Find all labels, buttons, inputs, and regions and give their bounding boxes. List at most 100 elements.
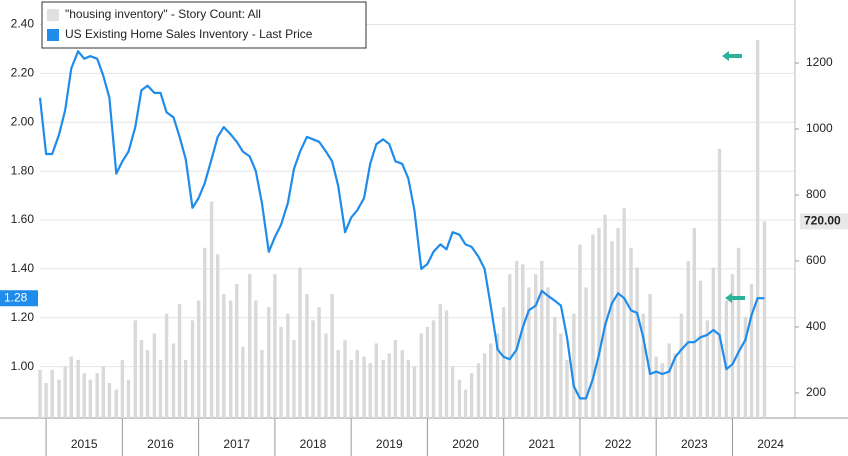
bar [317,307,321,418]
y2-tick-label: 600 [806,253,826,267]
bar [527,287,531,418]
x-tick-label: 2023 [681,437,708,451]
bar [158,359,163,418]
bar [381,359,385,418]
bar [679,313,684,418]
legend-label: US Existing Home Sales Inventory - Last … [65,27,313,41]
bar [183,359,188,418]
bar [762,221,767,418]
bar [235,284,239,418]
y2-tick-label: 200 [806,385,826,399]
legend: "housing inventory" - Story Count: All US… [41,1,367,49]
bar [190,320,195,418]
bar [546,287,550,418]
bar [501,307,506,418]
bar [730,274,735,418]
y-tick-label: 1.20 [11,310,35,324]
legend-swatch [47,9,59,21]
bar [717,148,722,419]
bar [565,359,569,418]
bar [298,267,302,418]
y-tick-label: 1.80 [11,163,35,177]
bar [540,260,544,418]
bar [171,343,176,418]
y-tick-label: 1.00 [11,359,35,373]
bar [311,320,315,418]
bar [603,214,607,418]
bar [635,267,639,418]
bar [514,260,519,418]
legend-label: "housing inventory" - Story Count: All [65,7,261,21]
bar [324,333,328,418]
x-tick-label: 2015 [71,437,98,451]
arrow-icon [725,293,745,303]
bar [463,389,468,418]
x-tick-label: 2021 [528,437,555,451]
bar [584,287,588,418]
bar [355,350,359,418]
bar [254,300,258,418]
y-tick-label: 2.40 [11,17,35,31]
bar [749,284,754,418]
bar [559,333,563,418]
x-tick-label: 2018 [300,437,327,451]
bar [425,326,430,418]
bar [591,234,595,418]
bar [279,326,283,418]
bar [387,353,391,418]
bar [215,254,220,418]
last-value-label: 1.28 [4,290,28,304]
bar [450,366,455,418]
y2-tick-label: 1200 [806,55,833,69]
bar [419,333,424,418]
bar [44,383,48,418]
y-tick-label: 2.20 [11,66,35,80]
bar [203,247,207,418]
bar [534,274,538,418]
bar [412,366,417,418]
line [38,50,765,400]
bar [724,300,729,418]
bar [336,350,340,418]
bar [88,379,93,418]
y2-tick-label: 800 [806,187,826,201]
arrow-icon [722,51,742,61]
last-value-label: 720.00 [804,214,841,228]
bar [362,356,366,418]
bar [177,303,182,418]
bar [711,267,716,418]
bar [69,356,73,418]
bar [82,373,86,418]
bar [393,340,398,418]
x-tick-label: 2019 [376,437,403,451]
bar [248,274,252,418]
bar [755,39,760,418]
bar [438,303,443,418]
bar [736,247,741,418]
x-tick-label: 2020 [452,437,479,451]
bar [95,373,99,418]
bar [114,389,118,418]
bar [698,280,703,418]
bar [101,366,105,418]
bar [196,300,201,418]
bar [209,201,214,418]
bar [431,320,436,418]
bar [521,264,525,418]
bar [673,353,677,418]
bar [63,366,67,418]
bar [343,340,347,418]
bar [572,313,576,418]
bar [38,369,42,418]
y-tick-label: 1.40 [11,261,35,275]
bar [50,369,54,418]
bar [139,340,144,418]
bar [107,383,112,418]
bar [648,293,652,418]
bar [667,343,671,418]
bar [374,343,379,418]
x-tick-label: 2017 [223,437,250,451]
bar [120,359,125,418]
bar [164,313,169,418]
bar [616,227,620,418]
